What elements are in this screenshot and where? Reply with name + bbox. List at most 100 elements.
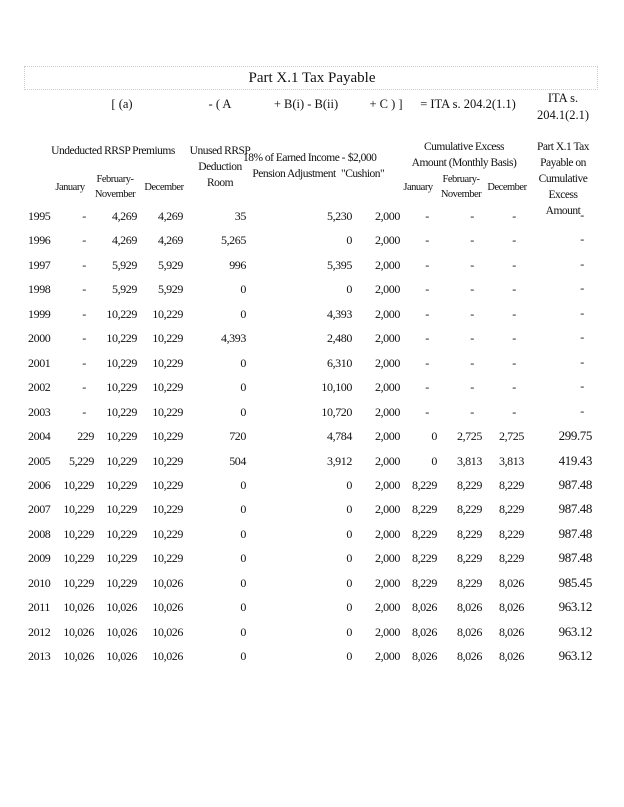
cell-year: 2008 <box>28 526 51 541</box>
cell-undeducted-feb-nov: 10,229 <box>106 526 137 541</box>
cell-cum-december: - <box>512 306 516 321</box>
cell-cum-january: - <box>425 380 429 395</box>
cell-cum-feb-nov: 8,026 <box>456 624 482 639</box>
cell-tax-payable: - <box>580 256 584 271</box>
cell-cum-december: 8,026 <box>498 600 524 615</box>
cell-undeducted-january: - <box>82 331 86 346</box>
cell-undeducted-feb-nov: 10,229 <box>106 355 137 370</box>
page-title: Part X.1 Tax Payable <box>248 70 376 86</box>
cell-year: 2004 <box>28 429 51 444</box>
formula-a: [ (a) <box>111 97 133 111</box>
cell-undeducted-feb-nov: 10,026 <box>106 600 137 615</box>
cell-earned-income: 4,784 <box>326 429 352 444</box>
subheader-feb-nov: February-November <box>94 174 136 200</box>
cell-year: 1995 <box>28 209 51 223</box>
cell-unused-room: 0 <box>240 526 246 541</box>
cell-tax-payable: - <box>580 379 584 394</box>
cell-cum-january: 0 <box>431 429 437 444</box>
cell-undeducted-january: - <box>82 257 86 272</box>
cell-earned-income: 0 <box>346 551 352 566</box>
cell-earned-income: 0 <box>346 233 352 248</box>
cell-undeducted-january: 10,229 <box>63 477 94 492</box>
cell-tax-payable: - <box>580 305 584 320</box>
cell-unused-room: 0 <box>240 502 246 517</box>
cell-undeducted-feb-nov: 10,229 <box>106 380 137 395</box>
cell-cum-december: 8,229 <box>498 551 524 566</box>
cell-unused-room: 0 <box>240 477 246 492</box>
cell-cum-feb-nov: - <box>470 209 474 223</box>
cell-cushion: 2,000 <box>374 331 400 346</box>
cell-cum-january: - <box>425 209 429 223</box>
header-undeducted: Undeducted RRSP Premiums <box>51 145 175 157</box>
header-cumulative: Cumulative Excess Amount (Monthly Basis) <box>411 141 517 169</box>
cell-undeducted-december: 4,269 <box>157 233 183 248</box>
cell-year: 1997 <box>28 257 51 272</box>
cell-cum-january: - <box>425 355 429 370</box>
cell-cushion: 2,000 <box>374 380 400 395</box>
cell-cum-january: - <box>425 257 429 272</box>
cell-year: 2005 <box>28 453 51 468</box>
cell-undeducted-feb-nov: 10,229 <box>106 477 137 492</box>
cell-cushion: 2,000 <box>374 502 400 517</box>
cell-tax-payable: - <box>580 330 584 345</box>
cell-undeducted-feb-nov: 4,269 <box>111 233 137 248</box>
cell-unused-room: 0 <box>240 649 246 664</box>
cell-year: 1999 <box>28 306 51 321</box>
cell-year: 2012 <box>28 624 51 639</box>
cell-earned-income: 0 <box>346 477 352 492</box>
cell-year: 1998 <box>28 282 51 297</box>
cell-earned-income: 0 <box>346 526 352 541</box>
cell-cum-december: - <box>512 380 516 395</box>
cell-undeducted-december: 10,229 <box>152 380 183 395</box>
cell-undeducted-december: 10,026 <box>152 600 183 615</box>
cell-tax-payable: 963.12 <box>558 623 593 639</box>
cell-undeducted-feb-nov: 10,229 <box>106 306 137 321</box>
cell-undeducted-january: - <box>82 404 86 419</box>
cell-year: 1996 <box>28 233 51 248</box>
cell-cum-january: 8,026 <box>411 624 437 639</box>
subheader-cum-feb-nov: February-November <box>440 174 482 200</box>
cell-cum-december: 8,026 <box>498 649 524 664</box>
cell-tax-payable: 987.48 <box>558 525 593 541</box>
cell-undeducted-december: 10,026 <box>152 624 183 639</box>
cell-unused-room: 0 <box>240 600 246 615</box>
cell-unused-room: 5,265 <box>220 233 246 248</box>
cell-cushion: 2,000 <box>374 306 400 321</box>
cell-earned-income: 4,393 <box>326 306 352 321</box>
cell-undeducted-feb-nov: 5,929 <box>111 282 137 297</box>
cell-cum-feb-nov: - <box>470 306 474 321</box>
cell-undeducted-feb-nov: 10,229 <box>106 429 137 444</box>
cell-cum-feb-nov: - <box>470 355 474 370</box>
cell-undeducted-feb-nov: 10,229 <box>106 404 137 419</box>
cell-cum-january: - <box>425 331 429 346</box>
formula-equals: = ITA s. 204.2(1.1) <box>420 97 516 111</box>
header-tax: Part X.1 Tax Payable on Cumulative Exces… <box>536 141 590 217</box>
cell-earned-income: 0 <box>346 282 352 297</box>
cell-cum-january: 8,026 <box>411 649 437 664</box>
cell-earned-income: 10,100 <box>321 380 352 395</box>
cell-year: 2002 <box>28 380 51 395</box>
cell-cum-feb-nov: 8,026 <box>456 649 482 664</box>
cell-earned-income: 0 <box>346 649 352 664</box>
cell-undeducted-january: 5,229 <box>68 453 94 468</box>
cell-cushion: 2,000 <box>374 526 400 541</box>
cell-undeducted-feb-nov: 10,229 <box>106 551 137 566</box>
header-unused: Unused RRSP Deduction Room <box>189 145 251 189</box>
cell-tax-payable: - <box>580 208 584 222</box>
cell-cum-january: 8,229 <box>411 575 437 590</box>
formula-ita: ITA s. 204.1(2.1) <box>536 91 590 122</box>
cell-earned-income: 0 <box>346 502 352 517</box>
cell-cushion: 2,000 <box>374 453 400 468</box>
cell-cum-december: - <box>512 404 516 419</box>
cell-cum-feb-nov: 8,229 <box>456 477 482 492</box>
cell-undeducted-feb-nov: 10,026 <box>106 649 137 664</box>
cell-cum-feb-nov: 8,229 <box>456 526 482 541</box>
cell-cum-december: 8,026 <box>498 624 524 639</box>
cell-year: 2001 <box>28 355 51 370</box>
cell-cushion: 2,000 <box>374 282 400 297</box>
cell-cum-feb-nov: - <box>470 257 474 272</box>
cell-cum-january: - <box>425 233 429 248</box>
cell-unused-room: 35 <box>234 209 247 223</box>
formula-B: + B(i) - B(ii) <box>273 97 339 111</box>
cell-undeducted-january: 10,229 <box>63 526 94 541</box>
